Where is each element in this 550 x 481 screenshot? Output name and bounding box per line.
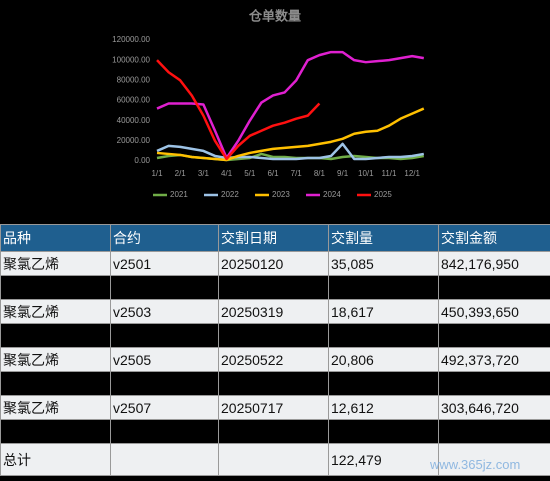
y-tick-label: 20000.00 bbox=[117, 136, 151, 145]
x-tick-label: 2/1 bbox=[175, 169, 187, 178]
table-cell bbox=[438, 419, 550, 444]
table-cell bbox=[328, 419, 439, 444]
table-cell: 聚氯乙烯 bbox=[0, 251, 111, 276]
series-line bbox=[156, 107, 425, 162]
series-line bbox=[156, 59, 321, 161]
legend-label: 2023 bbox=[272, 190, 290, 199]
table-cell: 20250717 bbox=[218, 395, 329, 420]
table-cell: v2505 bbox=[110, 347, 219, 372]
table-cell bbox=[328, 371, 439, 396]
x-tick-label: 5/1 bbox=[244, 169, 256, 178]
table-cell bbox=[0, 275, 111, 300]
table-row: 聚氯乙烯 v2505 20250522 20,806 492,373,720 bbox=[0, 347, 550, 372]
table-cell bbox=[110, 443, 219, 476]
table-cell: 492,373,720 bbox=[438, 347, 550, 372]
series-line bbox=[156, 50, 425, 160]
table-cell: 450,393,650 bbox=[438, 299, 550, 324]
table-cell: 交割金额 bbox=[438, 224, 550, 252]
table-cell bbox=[218, 443, 329, 476]
table-row: 聚氯乙烯 v2503 20250319 18,617 450,393,650 bbox=[0, 299, 550, 324]
table-cell: 122,479 bbox=[328, 443, 439, 476]
table-cell bbox=[0, 371, 111, 396]
table-cell: 合约 bbox=[110, 224, 219, 252]
table-cell: v2501 bbox=[110, 251, 219, 276]
table-row bbox=[0, 323, 550, 348]
table-cell bbox=[218, 371, 329, 396]
x-tick-label: 6/1 bbox=[267, 169, 279, 178]
table-cell bbox=[110, 323, 219, 348]
table-cell bbox=[438, 443, 550, 476]
table-cell: 聚氯乙烯 bbox=[0, 395, 111, 420]
y-tick-label: 80000.00 bbox=[117, 75, 151, 84]
table-cell: 20,806 bbox=[328, 347, 439, 372]
y-tick-label: 40000.00 bbox=[117, 116, 151, 125]
x-tick-label: 8/1 bbox=[314, 169, 326, 178]
x-tick-label: 9/1 bbox=[337, 169, 349, 178]
table-cell: 交割日期 bbox=[218, 224, 329, 252]
table-cell: 35,085 bbox=[328, 251, 439, 276]
x-tick-label: 1/1 bbox=[151, 169, 163, 178]
x-tick-label: 11/1 bbox=[382, 169, 398, 178]
table-cell: 聚氯乙烯 bbox=[0, 299, 111, 324]
table-cell bbox=[110, 419, 219, 444]
table: 品种 合约 交割日期 交割量 交割金额 聚氯乙烯 v2501 20250120 35,085 84… bbox=[0, 224, 550, 476]
table-cell bbox=[328, 275, 439, 300]
table-cell: v2503 bbox=[110, 299, 219, 324]
table-cell bbox=[0, 419, 111, 444]
y-tick-label: 0.00 bbox=[134, 156, 150, 165]
table-row: 总计 122,479 bbox=[0, 443, 550, 476]
table-row bbox=[0, 275, 550, 300]
table-cell bbox=[438, 275, 550, 300]
table-cell: 842,176,950 bbox=[438, 251, 550, 276]
table-cell bbox=[110, 275, 219, 300]
table-cell bbox=[328, 323, 439, 348]
table-cell: 20250319 bbox=[218, 299, 329, 324]
y-tick-label: 120000.00 bbox=[112, 35, 150, 44]
legend-label: 2024 bbox=[323, 190, 341, 199]
table-row: 聚氯乙烯 v2507 20250717 12,612 303,646,720 bbox=[0, 395, 550, 420]
watermark: www.365jz.com bbox=[430, 457, 521, 472]
table-cell bbox=[0, 323, 111, 348]
table-cell: 20250522 bbox=[218, 347, 329, 372]
x-tick-label: 3/1 bbox=[198, 169, 210, 178]
chart-title: 仓单数量 bbox=[248, 8, 301, 23]
table-row: 品种 合约 交割日期 交割量 交割金额 bbox=[0, 224, 550, 252]
table-cell bbox=[110, 371, 219, 396]
chart: 仓单数量 0.00 20000.00 40000.00 60000.00 80000.0… bbox=[112, 8, 425, 199]
table-cell bbox=[218, 419, 329, 444]
legend-label: 2025 bbox=[374, 190, 392, 199]
table-row bbox=[0, 371, 550, 396]
legend-label: 2022 bbox=[221, 190, 239, 199]
y-tick-label: 100000.00 bbox=[112, 55, 150, 64]
table-cell: 20250120 bbox=[218, 251, 329, 276]
table-cell: 12,612 bbox=[328, 395, 439, 420]
x-tick-label: 4/1 bbox=[221, 169, 233, 178]
table-row: 聚氯乙烯 v2501 20250120 35,085 842,176,950 bbox=[0, 251, 550, 276]
table-cell bbox=[218, 275, 329, 300]
table-cell: v2507 bbox=[110, 395, 219, 420]
table-cell: 品种 bbox=[0, 224, 111, 252]
x-tick-label: 12/1 bbox=[404, 169, 420, 178]
x-tick-label: 10/1 bbox=[358, 169, 374, 178]
table-cell bbox=[438, 323, 550, 348]
x-tick-label: 7/1 bbox=[291, 169, 303, 178]
y-tick-label: 60000.00 bbox=[117, 96, 151, 105]
table-row bbox=[0, 419, 550, 444]
table-cell: 交割量 bbox=[328, 224, 439, 252]
table-cell: 18,617 bbox=[328, 299, 439, 324]
table-cell: 总计 bbox=[0, 443, 111, 476]
table-cell: 聚氯乙烯 bbox=[0, 347, 111, 372]
table-cell bbox=[218, 323, 329, 348]
legend-label: 2021 bbox=[170, 190, 188, 199]
table-cell: 303,646,720 bbox=[438, 395, 550, 420]
table-cell bbox=[438, 371, 550, 396]
series-line bbox=[156, 142, 425, 161]
